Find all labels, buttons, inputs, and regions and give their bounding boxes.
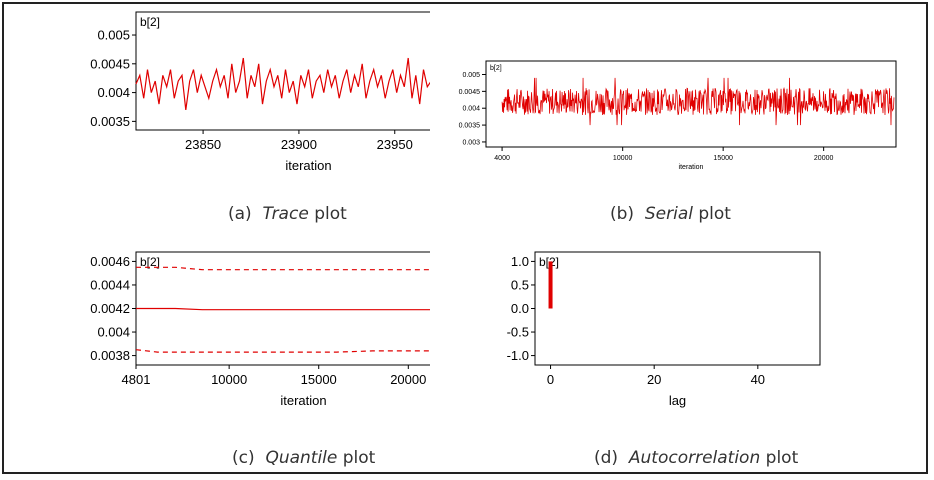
x-tick-label: 10000	[613, 155, 633, 162]
caption-serial: (b) Serial plot	[610, 204, 731, 224]
x-axis-label: iteration	[679, 164, 704, 171]
y-tick-label: 0.003	[462, 139, 480, 146]
y-tick-label: 0.005	[97, 28, 130, 43]
x-tick-label: 4000	[494, 155, 510, 162]
x-tick-label: 4801	[122, 372, 151, 387]
x-tick-label: 40	[751, 372, 765, 387]
chart-title: b[2]	[140, 15, 160, 29]
x-axis-label: iteration	[285, 158, 331, 173]
y-tick-label: 1.0	[511, 254, 529, 269]
y-tick-label: 0.004	[462, 106, 480, 113]
y-tick-label: -0.5	[507, 325, 529, 340]
acf-bar	[548, 261, 553, 309]
y-tick-label: -1.0	[507, 348, 529, 363]
x-tick-label: 10000	[211, 372, 247, 387]
upper-quantile-line	[136, 266, 430, 271]
y-tick-label: 0.0038	[90, 348, 130, 363]
trace-plot: b[2] 0.0035 0.004 0.0045 0.005 23850 23900 2395…	[90, 11, 430, 173]
y-tick-label: 0.0	[511, 301, 529, 316]
x-tick-label: 20	[647, 372, 661, 387]
x-tick-label: 20000	[390, 372, 426, 387]
x-tick-label: 15000	[301, 372, 337, 387]
serial-plot: b[2] 0.003 0.0035 0.004 0.0045 0.005 4000 10000…	[459, 60, 897, 171]
y-tick-label: 0.5	[511, 278, 529, 293]
y-tick-label: 0.004	[97, 325, 130, 340]
y-tick-label: 0.0035	[459, 123, 481, 130]
plot-area	[534, 251, 821, 366]
y-tick-label: 0.0046	[90, 254, 130, 269]
y-tick-label: 0.0035	[90, 114, 130, 129]
x-tick-label: 20000	[814, 155, 834, 162]
y-tick-label: 0.005	[462, 72, 480, 79]
y-tick-label: 0.0044	[90, 278, 130, 293]
lower-quantile-line	[135, 349, 430, 353]
serial-series-line	[501, 77, 895, 126]
y-tick-label: 0.004	[97, 85, 130, 100]
chart-title: b[2]	[140, 255, 160, 269]
caption-quantile: (c) Quantile plot	[232, 448, 376, 468]
y-tick-label: 0.0045	[90, 56, 130, 71]
figure-frame	[2, 2, 928, 474]
x-tick-label: 23850	[185, 137, 221, 152]
x-tick-label: 23900	[281, 137, 317, 152]
x-tick-label: 0	[547, 372, 554, 387]
chart-title: b[2]	[490, 65, 502, 72]
caption-trace: (a) Trace plot	[228, 204, 347, 224]
x-axis-label: iteration	[280, 393, 326, 408]
caption-autocorrelation: (d) Autocorrelation plot	[594, 448, 799, 468]
quantile-plot: b[2] 0.0038 0.004 0.0042 0.0044 0.0046 4801 100…	[90, 251, 430, 408]
x-tick-label: 15000	[713, 155, 733, 162]
median-line	[136, 307, 430, 311]
x-tick-label: 23950	[377, 137, 413, 152]
trace-series-line	[135, 57, 430, 110]
x-axis-label: lag	[669, 393, 686, 408]
plot-area	[135, 11, 430, 131]
y-tick-label: 0.0042	[90, 301, 130, 316]
y-tick-label: 0.0045	[459, 89, 481, 96]
